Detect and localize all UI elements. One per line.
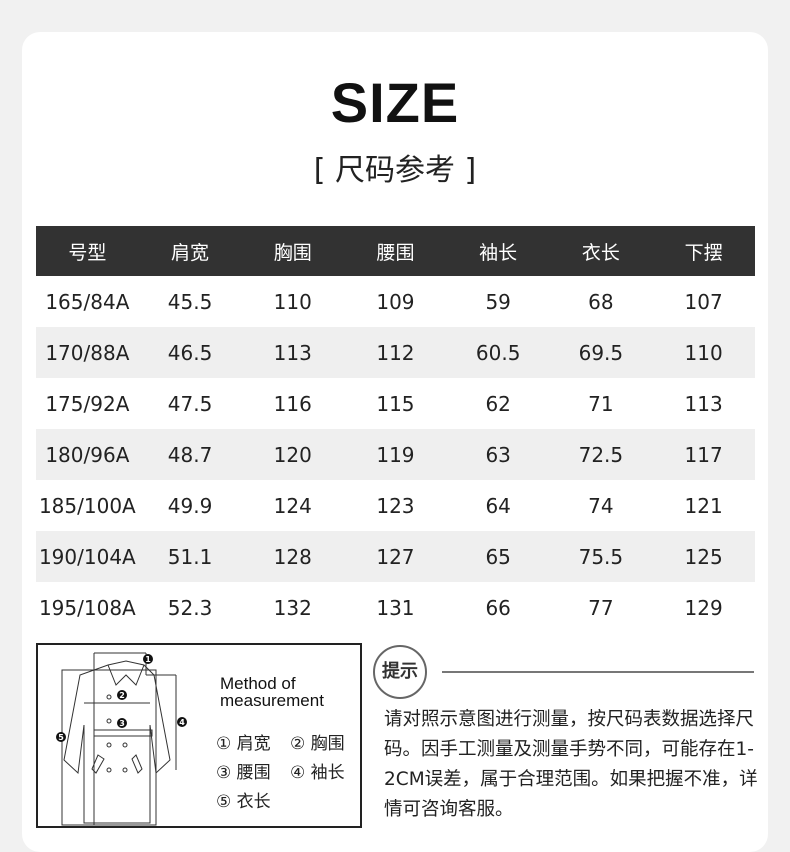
legend-item: ④ 袖长 [290, 763, 345, 783]
table-row: 195/108A 52.3 132 131 66 77 129 [36, 582, 755, 633]
table-cell: 63 [446, 429, 550, 480]
tip-badge: 提示 [373, 645, 427, 699]
table-cell: 129 [684, 595, 723, 620]
table-cell: 116 [273, 391, 312, 416]
table-cell: 59 [485, 289, 511, 314]
table-cell: 132 [273, 595, 312, 620]
table-cell: 175/92A [45, 391, 130, 416]
table-cell: 64 [485, 493, 511, 518]
method-line: measurement [220, 691, 324, 710]
table-cell: 110 [652, 327, 755, 378]
marker-label: 1 [145, 655, 151, 664]
method-title: Method of measurement [220, 675, 324, 709]
table-row: 185/100A 49.9 124 123 64 74 121 [36, 480, 755, 531]
table-cell: 68 [588, 289, 614, 314]
table-cell: 74 [588, 493, 614, 518]
coat-drawing-icon: 1 2 3 4 5 [56, 652, 187, 826]
table-cell: 109 [376, 289, 415, 314]
table-cell: 125 [652, 531, 755, 582]
table-cell: 62 [485, 391, 511, 416]
table-row: 165/84A 45.5 110 109 59 68 107 [36, 276, 755, 327]
table-cell: 117 [652, 429, 755, 480]
table-cell: 45.5 [167, 289, 213, 314]
column-header: 腰围 [344, 226, 447, 276]
table-cell: 65 [446, 531, 550, 582]
legend-item: ② 胸围 [290, 734, 345, 754]
table-cell: 128 [241, 531, 345, 582]
column-header: 肩宽 [138, 226, 242, 276]
measurement-diagram: 1 2 3 4 5 Method of measurement ① 肩宽 ② 胸围 ③ 腰… [36, 643, 362, 828]
table-cell: 66 [485, 595, 511, 620]
table-cell: 127 [344, 531, 447, 582]
column-header: 袖长 [446, 226, 550, 276]
table-cell: 51.1 [138, 531, 242, 582]
legend-item: ⑤ 衣长 [216, 792, 271, 812]
method-line: Method of [220, 674, 296, 693]
table-cell: 72.5 [549, 429, 653, 480]
table-row: 170/88A 46.5 113 112 60.5 69.5 110 [36, 327, 755, 378]
table-cell: 47.5 [167, 391, 213, 416]
table-cell: 46.5 [138, 327, 242, 378]
table-cell: 185/100A [38, 493, 136, 518]
table-cell: 112 [344, 327, 447, 378]
marker-label: 4 [179, 718, 185, 727]
table-cell: 49.9 [167, 493, 213, 518]
table-cell: 75.5 [549, 531, 653, 582]
page-title: SIZE [330, 71, 460, 134]
size-table: 号型 肩宽 胸围 腰围 袖长 衣长 下摆 165/84A 45.5 110 109 59 68 107 1… [36, 226, 755, 633]
table-row: 190/104A 51.1 128 127 65 75.5 125 [36, 531, 755, 582]
table-cell: 123 [376, 493, 415, 518]
table-cell: 195/108A [38, 595, 136, 620]
table-cell: 69.5 [549, 327, 653, 378]
table-cell: 190/104A [36, 531, 139, 582]
table-cell: 120 [241, 429, 345, 480]
column-header: 下摆 [652, 226, 755, 276]
table-cell: 115 [376, 391, 415, 416]
table-cell: 48.7 [138, 429, 242, 480]
legend-item: ① 肩宽 [216, 734, 271, 754]
table-cell: 77 [588, 595, 614, 620]
page-subtitle: [ 尺码参考 ] [313, 153, 477, 188]
legend-item: ③ 腰围 [216, 763, 271, 783]
marker-label: 3 [119, 719, 125, 728]
column-header: 胸围 [241, 226, 345, 276]
table-cell: 52.3 [167, 595, 213, 620]
tip-text: 请对照示意图进行测量，按尺码表数据选择尺码。因手工测量及测量手势不同，可能存在1… [384, 709, 758, 820]
table-row: 180/96A 48.7 120 119 63 72.5 117 [36, 429, 755, 480]
table-cell: 131 [376, 595, 415, 620]
divider [442, 671, 754, 673]
marker-label: 2 [119, 691, 125, 700]
table-cell: 180/96A [36, 429, 139, 480]
table-cell: 107 [684, 289, 723, 314]
column-header: 衣长 [549, 226, 653, 276]
marker-label: 5 [58, 733, 64, 742]
table-cell: 170/88A [36, 327, 139, 378]
table-cell: 124 [273, 493, 312, 518]
table-cell: 110 [273, 289, 312, 314]
table-row: 175/92A 47.5 116 115 62 71 113 [36, 378, 755, 429]
table-cell: 113 [684, 391, 723, 416]
table-cell: 113 [241, 327, 345, 378]
table-cell: 165/84A [45, 289, 130, 314]
column-header: 号型 [36, 226, 139, 276]
table-cell: 71 [588, 391, 614, 416]
table-cell: 121 [684, 493, 723, 518]
table-cell: 119 [344, 429, 447, 480]
table-cell: 60.5 [446, 327, 550, 378]
